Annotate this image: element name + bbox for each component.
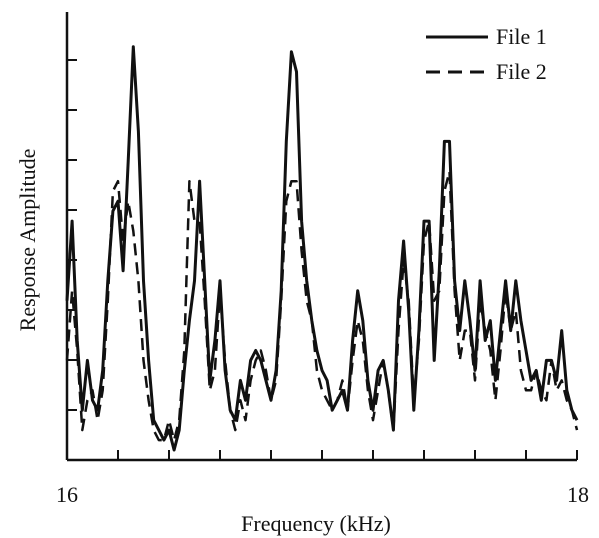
x-tick-label-end: 18 (567, 482, 589, 507)
data-point (209, 389, 211, 391)
data-point (494, 399, 496, 401)
data-point (168, 419, 170, 421)
series-1 (65, 45, 579, 452)
data-point (97, 419, 99, 421)
y-axis-label: Response Amplitude (15, 149, 40, 332)
legend: File 1 File 2 (426, 24, 547, 84)
legend-label-file-1: File 1 (496, 24, 547, 49)
data-point (515, 310, 517, 312)
data-point (321, 389, 323, 391)
series-line-1 (65, 45, 579, 452)
data-point (306, 300, 308, 302)
data-point (153, 429, 155, 431)
x-tick-label-start: 16 (56, 482, 78, 507)
x-axis-label: Frequency (kHz) (241, 511, 391, 536)
series-line-2 (65, 170, 579, 442)
data-point (173, 439, 175, 441)
series-layer (65, 45, 579, 452)
data-point (459, 359, 461, 361)
data-point (357, 320, 359, 322)
data-point (71, 290, 73, 292)
legend-label-file-2: File 2 (496, 59, 547, 84)
data-point (377, 389, 379, 391)
data-point (556, 389, 558, 391)
data-point (194, 220, 196, 222)
data-point (112, 190, 114, 192)
x-axis-ticks (117, 450, 578, 460)
series-2 (65, 170, 579, 442)
